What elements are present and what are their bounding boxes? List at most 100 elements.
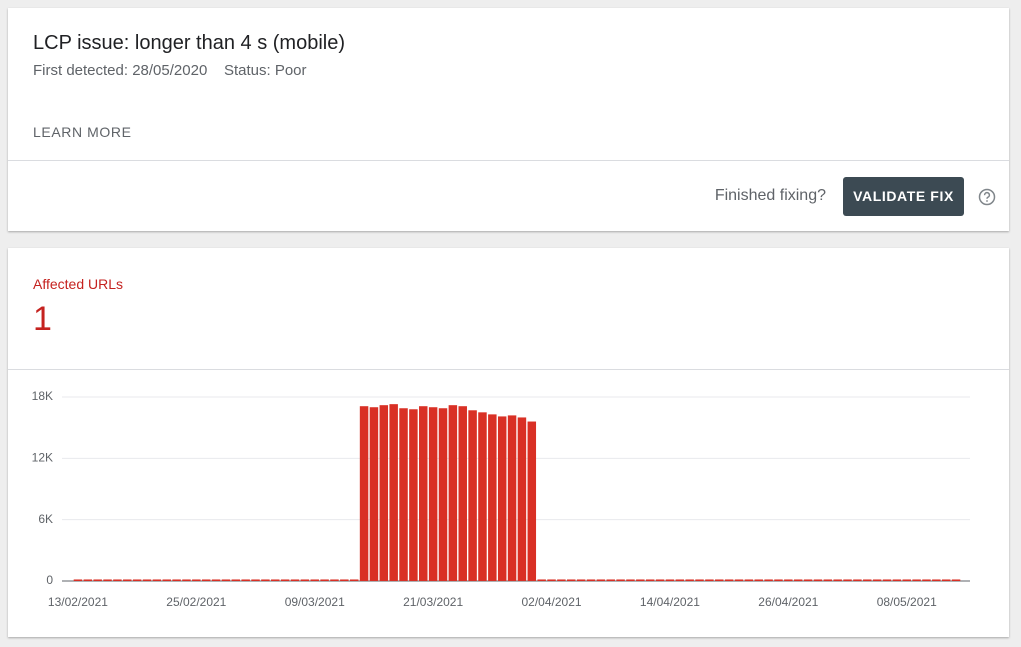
bar	[389, 404, 398, 581]
bar	[221, 579, 231, 581]
y-tick-label: 6K	[38, 512, 53, 526]
divider	[8, 369, 1009, 370]
affected-label: Affected URLs	[33, 276, 124, 292]
learn-more[interactable]: LEARN MORE	[33, 124, 132, 140]
bar	[517, 417, 527, 581]
bar	[813, 579, 823, 581]
bar	[409, 409, 418, 581]
bar	[280, 579, 290, 581]
bar	[764, 579, 773, 581]
bar	[330, 579, 339, 581]
bar	[754, 579, 763, 581]
bar	[853, 579, 862, 581]
issue-title: LCP issue: longer than 4 s (mobile)	[33, 32, 346, 54]
bar	[103, 579, 112, 581]
bar	[310, 579, 319, 581]
bar	[468, 410, 477, 581]
bar	[142, 579, 152, 581]
bar	[872, 579, 882, 581]
bar	[349, 579, 359, 581]
x-tick-label: 14/04/2021	[640, 595, 700, 609]
bar	[892, 579, 902, 581]
bar	[113, 579, 122, 581]
x-tick-label: 13/02/2021	[48, 595, 108, 609]
validate-button[interactable]: VALIDATE FIX	[843, 177, 964, 216]
bar	[833, 579, 842, 581]
bar	[261, 579, 270, 581]
finished-fixing: Finished fixing?	[714, 187, 826, 204]
bar	[557, 579, 566, 581]
bar	[497, 416, 507, 581]
bar	[340, 579, 349, 581]
x-tick-label: 02/04/2021	[522, 595, 582, 609]
bar	[507, 415, 517, 581]
y-tick-label: 18K	[32, 389, 53, 403]
first-detected: First detected: 28/05/2020	[33, 62, 208, 79]
bar	[132, 579, 142, 581]
x-tick-label: 09/03/2021	[285, 595, 345, 609]
bar	[300, 579, 310, 581]
bar	[192, 579, 201, 581]
bar	[419, 406, 428, 581]
bar	[932, 579, 941, 581]
issue-card: LCP issue: longer than 4 s (mobile) Firs…	[8, 8, 1009, 231]
help-icon[interactable]	[978, 188, 996, 206]
x-tick-label: 21/03/2021	[403, 595, 463, 609]
bar	[576, 579, 586, 581]
bar	[744, 579, 754, 581]
bar	[882, 579, 892, 581]
bar	[774, 579, 783, 581]
bar	[705, 579, 714, 581]
bar	[488, 414, 497, 581]
bar	[478, 412, 487, 581]
bar	[636, 579, 645, 581]
bar	[695, 579, 704, 581]
bar	[902, 579, 911, 581]
bar	[83, 579, 93, 581]
bar	[93, 579, 102, 581]
bar	[172, 579, 181, 581]
bar	[863, 579, 872, 581]
bar	[448, 405, 458, 581]
bar	[320, 579, 329, 581]
bar	[73, 579, 83, 581]
bar	[201, 579, 211, 581]
issue-meta: First detected: 28/05/2020 Status: Poor	[33, 62, 307, 79]
bar	[941, 579, 951, 581]
bar	[645, 579, 655, 581]
bar	[596, 579, 606, 581]
bar	[803, 579, 813, 581]
bar	[458, 406, 467, 581]
bar	[724, 579, 734, 581]
bar	[290, 579, 300, 581]
x-tick-label: 08/05/2021	[877, 595, 937, 609]
bar	[823, 579, 833, 581]
bar	[399, 408, 408, 581]
bar	[182, 579, 191, 581]
y-tick-label: 0	[46, 573, 53, 587]
x-tick-label: 25/02/2021	[166, 595, 226, 609]
bar	[675, 579, 685, 581]
bar	[527, 421, 537, 581]
bar	[211, 579, 221, 581]
bar	[251, 579, 260, 581]
bar	[231, 579, 241, 581]
bar	[547, 579, 556, 581]
x-tick-label: 26/04/2021	[758, 595, 818, 609]
bar	[685, 579, 694, 581]
bar	[843, 579, 852, 581]
status: Status: Poor	[223, 62, 307, 79]
bar	[655, 579, 665, 581]
y-tick-label: 12K	[32, 451, 53, 465]
bar	[438, 408, 448, 581]
bar	[922, 579, 931, 581]
bar	[152, 579, 162, 581]
bar	[784, 579, 793, 581]
bar	[616, 579, 625, 581]
bar	[241, 579, 250, 581]
bar	[428, 407, 438, 581]
bar	[369, 407, 379, 581]
divider	[8, 160, 1009, 161]
